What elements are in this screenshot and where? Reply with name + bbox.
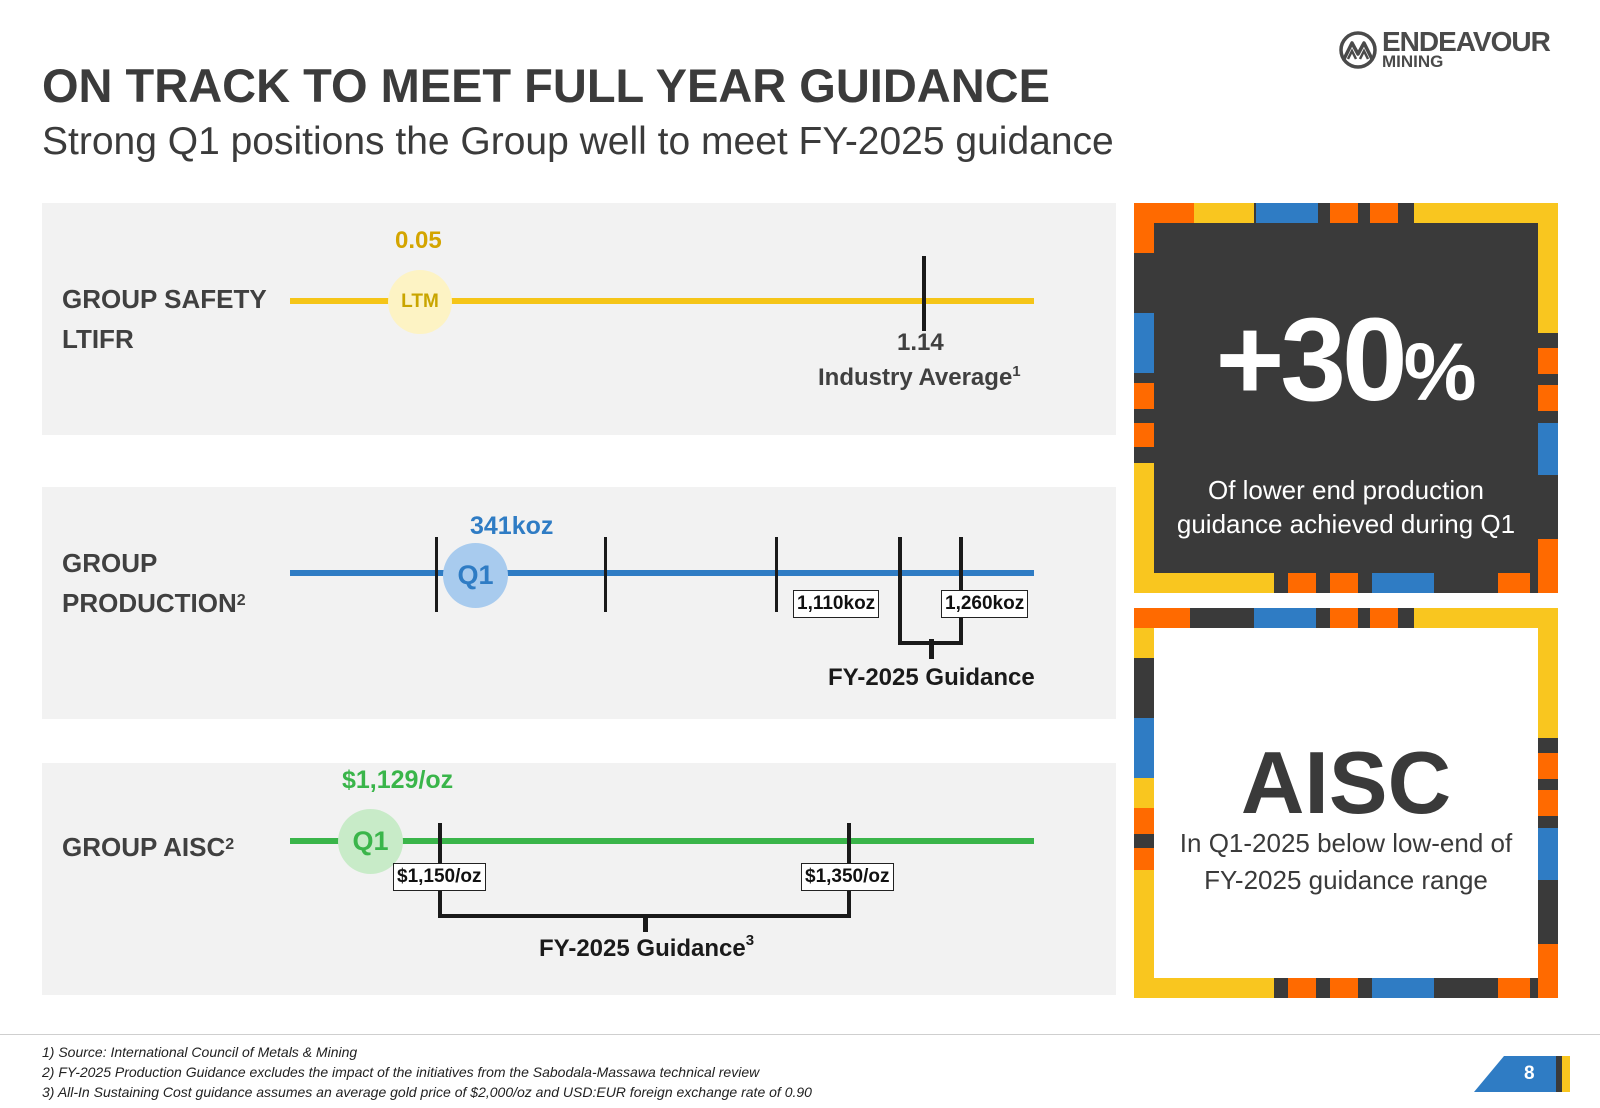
footnote-ref-1: 1 — [1012, 363, 1021, 380]
production-label-line2: PRODUCTION2 — [62, 583, 246, 623]
safety-marker-label: LTM — [401, 291, 439, 312]
aisc-value: $1,129/oz — [342, 766, 454, 794]
production-value: 341koz — [470, 512, 554, 540]
production-q1-marker: Q1 — [443, 543, 508, 608]
production-stat-card: +30% Of lower end production guidance ac… — [1134, 203, 1558, 593]
production-guidance-high: 1,260koz — [941, 590, 1029, 618]
safety-label-line1: GROUP SAFETY — [62, 284, 267, 314]
safety-ltm-marker: LTM — [388, 270, 452, 334]
aisc-stat-description: In Q1-2025 below low-end of FY-2025 guid… — [1154, 825, 1538, 899]
production-marker-label: Q1 — [457, 560, 494, 590]
logo-wordmark-line2: MINING — [1382, 52, 1444, 71]
footnote-3: 3) All-In Sustaining Cost guidance assum… — [42, 1084, 812, 1100]
footnote-1: 1) Source: International Council of Meta… — [42, 1044, 358, 1060]
page-subtitle: Strong Q1 positions the Group well to me… — [42, 120, 1114, 163]
production-stat-desc-line1: Of lower end production — [1207, 475, 1485, 505]
aisc-stat-value: AISC — [1240, 733, 1452, 832]
production-stat-value: +30% — [1154, 301, 1538, 432]
safety-label: GROUP SAFETY LTIFR — [62, 279, 267, 359]
production-stat-inner: +30% Of lower end production guidance ac… — [1154, 223, 1538, 573]
aisc-label: GROUP AISC2 — [62, 827, 234, 867]
page-title: ON TRACK TO MEET FULL YEAR GUIDANCE — [42, 59, 1050, 112]
safety-track — [290, 298, 1034, 304]
production-stat-percent: % — [1403, 327, 1477, 418]
aisc-q1-marker: Q1 — [338, 809, 403, 874]
logo-wordmark-line1: ENDEAVOUR — [1382, 26, 1551, 57]
production-stat-number: +30 — [1215, 294, 1407, 426]
footnote-2: 2) FY-2025 Production Guidance excludes … — [42, 1064, 760, 1080]
production-guidance-low-tick — [898, 537, 902, 642]
production-panel: GROUP PRODUCTION2 Q1 341koz 1,110koz 1,2… — [42, 487, 1116, 719]
industry-average-tick — [922, 256, 926, 331]
safety-value: 0.05 — [395, 227, 442, 254]
mountain-logo-icon — [1339, 31, 1377, 69]
aisc-stat-card: AISC In Q1-2025 below low-end of FY-2025… — [1134, 608, 1558, 998]
aisc-guidance-low: $1,150/oz — [393, 863, 486, 891]
production-quarter-tick-1 — [435, 537, 438, 612]
production-label-text: PRODUCTION — [62, 588, 237, 618]
footnote-ref-2: 2 — [236, 592, 246, 609]
page-number: 8 — [1524, 1063, 1535, 1084]
industry-average-text: Industry Average — [818, 364, 1013, 391]
aisc-track — [290, 838, 1034, 844]
aisc-guidance-caption-text: FY-2025 Guidance — [539, 935, 746, 962]
aisc-guidance-caption: FY-2025 Guidance3 — [539, 932, 755, 963]
aisc-panel: GROUP AISC2 Q1 $1,129/oz $1,150/oz $1,35… — [42, 763, 1116, 995]
aisc-guidance-bracket-stem — [643, 914, 648, 932]
industry-average-value: 1.14 — [897, 329, 944, 356]
page-number-badge: 8 — [1474, 1056, 1570, 1092]
footnote-ref-3: 3 — [745, 932, 755, 949]
safety-label-line2: LTIFR — [62, 324, 134, 354]
page-badge-shape — [1474, 1056, 1570, 1092]
production-label: GROUP PRODUCTION2 — [62, 543, 246, 623]
production-guidance-caption: FY-2025 Guidance — [828, 664, 1035, 691]
production-quarter-tick-2 — [604, 537, 607, 612]
production-label-line1: GROUP — [62, 548, 158, 578]
industry-average-label: Industry Average1 — [818, 363, 1021, 392]
production-guidance-bracket-stem — [929, 639, 934, 659]
production-quarter-tick-3 — [775, 537, 778, 612]
safety-panel: GROUP SAFETY LTIFR LTM 0.05 1.14 Industr… — [42, 203, 1116, 435]
aisc-label-text: GROUP AISC — [62, 832, 226, 862]
production-track — [290, 570, 1034, 576]
production-stat-desc-line2: guidance achieved during Q1 — [1176, 509, 1516, 539]
production-guidance-high-tick — [959, 537, 963, 642]
aisc-stat-desc-line2: FY-2025 guidance range — [1204, 865, 1488, 895]
aisc-stat-desc-line1: In Q1-2025 below low-end of — [1179, 828, 1513, 858]
footer-divider — [0, 1034, 1600, 1035]
production-stat-description: Of lower end production guidance achieve… — [1154, 473, 1538, 541]
company-logo: ENDEAVOUR MINING — [1338, 28, 1568, 74]
footnote-ref-2: 2 — [225, 836, 235, 853]
aisc-guidance-high: $1,350/oz — [801, 863, 894, 891]
aisc-marker-label: Q1 — [352, 826, 389, 856]
production-guidance-low: 1,110koz — [793, 590, 880, 618]
aisc-stat-inner: AISC In Q1-2025 below low-end of FY-2025… — [1154, 628, 1538, 978]
